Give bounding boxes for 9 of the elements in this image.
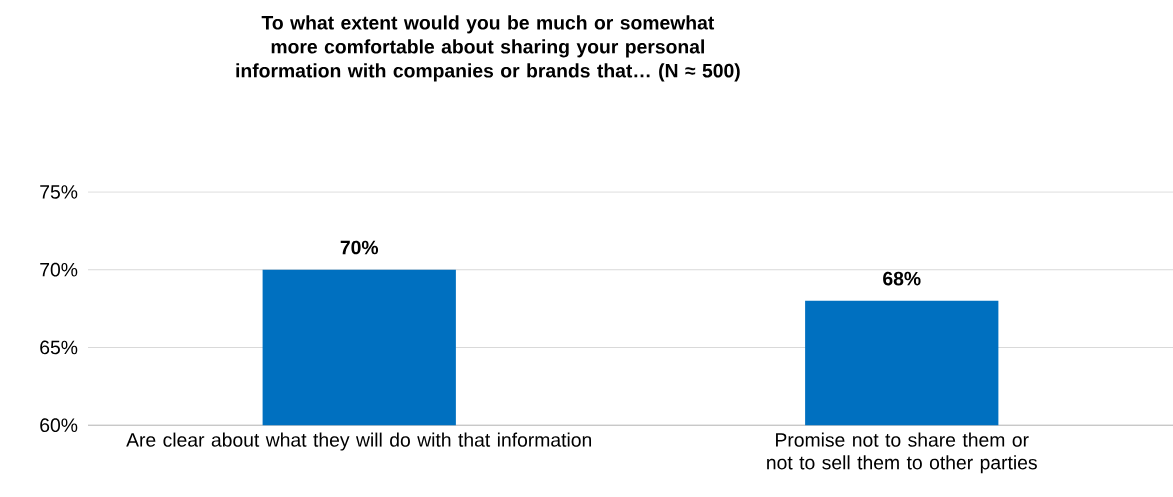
x-tick-label: Promise not to share them or not to sell them to other parties bbox=[767, 432, 1037, 474]
y-tick-label: 65% bbox=[40, 340, 78, 355]
chart-title: To what extent would you be much or somewhat more comfortable about sharing your personal information with companies or brands that… (N ≈ 500) bbox=[236, 15, 740, 82]
data-label: 68% bbox=[883, 271, 921, 286]
data-label: 70% bbox=[340, 240, 379, 255]
y-tick-label: 60% bbox=[40, 418, 78, 432]
y-tick-label: 70% bbox=[40, 262, 78, 277]
x-tick-label: Are clear about what they will do with that information bbox=[126, 432, 592, 451]
y-tick-label: 75% bbox=[40, 185, 78, 199]
